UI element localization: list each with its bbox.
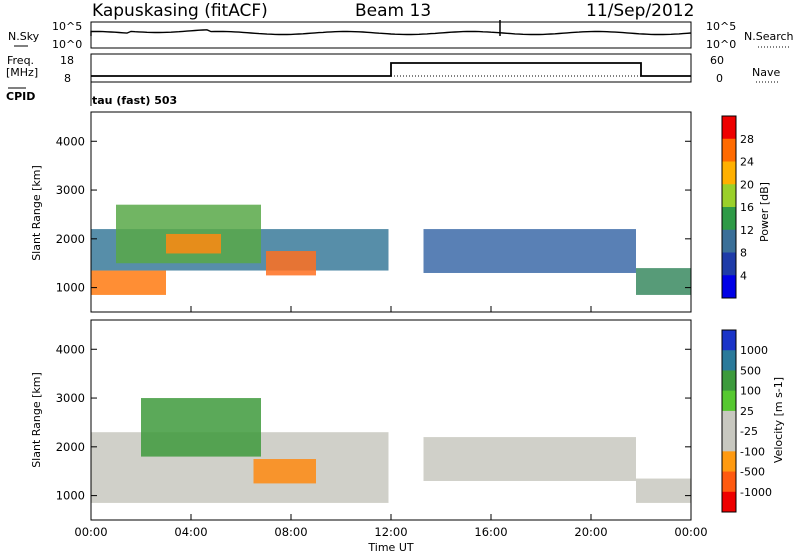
noise-frame (90, 21, 692, 49)
power-band-6 (636, 268, 691, 295)
xtick-label: 16:00 (474, 525, 507, 539)
velocity-ytick-label: 3000 (56, 391, 85, 405)
power-colorbar-tick: 24 (740, 156, 754, 169)
xtick-label: 04:00 (174, 525, 207, 539)
freq-y-top: 18 (60, 54, 74, 67)
power-colorbar-tick: 28 (740, 133, 754, 146)
freq-ry-bottom: 0 (716, 72, 723, 85)
velocity-colorbar-segment (722, 370, 736, 392)
power-colorbar-tick: 4 (740, 269, 747, 282)
power-colorbar-segment (722, 252, 736, 276)
noise-panel: N.Sky 10^5 10^0 10^5 10^0 N.Search (8, 20, 794, 51)
velocity-colorbar-tick: -500 (740, 466, 765, 479)
velocity-colorbar-tick: 25 (740, 405, 754, 418)
power-colorbar-tick: 16 (740, 201, 754, 214)
power-colorbar-segment (722, 138, 736, 162)
velocity-colorbar-frame (721, 329, 737, 513)
power-band-0 (91, 270, 166, 295)
noise-search-label: N.Search (744, 30, 794, 43)
power-band-3 (166, 233, 221, 254)
velocity-ytick-label: 1000 (56, 489, 85, 503)
power-colorbar-segment (722, 116, 736, 140)
velocity-colorbar-tick: 1000 (740, 344, 768, 357)
velocity-colorbar-segment (722, 451, 736, 473)
power-colorbar-segment (722, 229, 736, 253)
velocity-colorbar-tick: 100 (740, 385, 761, 398)
cpid-value: tau (fast) 503 (92, 94, 177, 107)
velocity-band-1 (141, 398, 261, 457)
power-colorbar-frame (721, 115, 737, 299)
velocity-colorbar-label: Velocity [m s-1] (772, 377, 785, 463)
velocity-band-2 (253, 459, 316, 484)
velocity-colorbar-tick: -25 (740, 425, 758, 438)
power-ytick-label: 3000 (56, 183, 85, 197)
freq-y-bottom: 8 (64, 72, 71, 85)
power-colorbar-tick: 20 (740, 178, 754, 191)
noise-y-top: 10^5 (52, 20, 82, 33)
velocity-colorbar-tick: -100 (740, 445, 765, 458)
noise-ry-top: 10^5 (706, 20, 736, 33)
power-ytick-label: 1000 (56, 281, 85, 295)
power-band-4 (266, 251, 316, 276)
xtick-label: 00:00 (74, 525, 107, 539)
velocity-colorbar-segment (722, 330, 736, 351)
xtick-label: 00:00 (674, 525, 707, 539)
power-colorbar-segment (722, 275, 736, 299)
freq-line (91, 62, 691, 77)
date-title: 11/Sep/2012 (586, 1, 694, 21)
velocity-band-4 (636, 478, 691, 503)
noise-ry-bottom: 10^0 (706, 38, 736, 51)
velocity-colorbar-segment (722, 350, 736, 371)
noise-sky-label: N.Sky (8, 30, 40, 43)
power-colorbar-segment (722, 161, 736, 185)
velocity-colorbar-tick: -1000 (740, 486, 772, 499)
power-colorbar-segment (722, 207, 736, 231)
freq-frame (90, 53, 692, 83)
cpid-label: CPID (6, 90, 35, 103)
velocity-colorbar-tick: 500 (740, 364, 761, 377)
velocity-ytick-label: 4000 (56, 342, 85, 356)
velocity-ylabel: Slant Range [km] (30, 372, 43, 468)
velocity-colorbar-segment (722, 471, 736, 493)
power-ytick-label: 2000 (56, 232, 85, 246)
velocity-colorbar-segment (722, 431, 736, 452)
power-ytick-label: 4000 (56, 134, 85, 148)
velocity-colorbar-segment (722, 410, 736, 432)
freq-panel: Freq. [MHz] 18 8 60 0 Nave CPID tau (fas… (6, 53, 780, 107)
power-colorbar-label: Power [dB] (758, 182, 771, 242)
freq-label-2: [MHz] (6, 66, 38, 79)
velocity-band-3 (423, 437, 636, 481)
power-colorbar-tick: 12 (740, 224, 754, 237)
beam-title: Beam 13 (355, 1, 431, 21)
freq-label-1: Freq. (7, 54, 34, 67)
xtick-label: 08:00 (274, 525, 307, 539)
noise-sky-line (90, 29, 692, 36)
velocity-colorbar-segment (722, 491, 736, 513)
power-ylabel: Slant Range [km] (30, 165, 43, 261)
noise-y-bottom: 10^0 (52, 38, 82, 51)
station-title: Kapuskasing (fitACF) (92, 1, 268, 21)
velocity-panel: Slant Range [km] Velocity [m s-1] Time U… (30, 319, 785, 554)
power-colorbar-tick: 8 (740, 247, 747, 260)
freq-ry-top: 60 (710, 54, 724, 67)
velocity-colorbar-segment (722, 390, 736, 412)
xtick-label: 20:00 (574, 525, 607, 539)
xtick-label: 12:00 (374, 525, 407, 539)
power-band-5 (423, 229, 636, 273)
nave-label: Nave (752, 66, 780, 79)
x-axis-label: Time UT (367, 541, 413, 554)
power-colorbar-segment (722, 184, 736, 208)
power-panel: Slant Range [km] Power [dB] 1000 2000 3000… (30, 111, 771, 313)
velocity-ytick-label: 2000 (56, 440, 85, 454)
